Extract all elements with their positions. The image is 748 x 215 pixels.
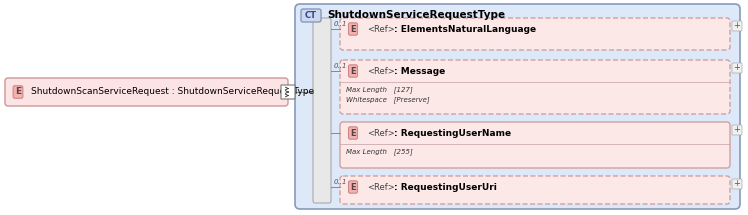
Text: E: E xyxy=(350,183,356,192)
FancyBboxPatch shape xyxy=(301,9,321,22)
FancyBboxPatch shape xyxy=(313,18,331,203)
Text: : Message: : Message xyxy=(394,66,445,75)
FancyBboxPatch shape xyxy=(340,122,730,168)
FancyBboxPatch shape xyxy=(295,4,740,209)
Text: <Ref>: <Ref> xyxy=(367,183,395,192)
Text: +: + xyxy=(734,180,741,189)
FancyBboxPatch shape xyxy=(5,78,288,106)
Text: CT: CT xyxy=(305,11,317,20)
Text: <Ref>: <Ref> xyxy=(367,66,395,75)
Text: 0..1: 0..1 xyxy=(334,63,348,69)
Text: Max Length   [255]: Max Length [255] xyxy=(346,149,413,155)
Text: 0..1: 0..1 xyxy=(334,21,348,27)
Text: ShutdownScanServiceRequest : ShutdownServiceRequestType: ShutdownScanServiceRequest : ShutdownSer… xyxy=(31,88,314,97)
Text: E: E xyxy=(15,88,21,97)
Text: E: E xyxy=(350,25,356,34)
Text: ShutdownServiceRequestType: ShutdownServiceRequestType xyxy=(327,11,505,20)
FancyBboxPatch shape xyxy=(281,85,295,99)
Text: : ElementsNaturalLanguage: : ElementsNaturalLanguage xyxy=(394,25,536,34)
Text: Whitespace   [Preserve]: Whitespace [Preserve] xyxy=(346,97,429,103)
Text: +: + xyxy=(734,126,741,135)
Text: +: + xyxy=(734,22,741,31)
FancyBboxPatch shape xyxy=(732,63,742,73)
FancyBboxPatch shape xyxy=(340,18,730,50)
Text: <Ref>: <Ref> xyxy=(367,129,395,138)
Text: E: E xyxy=(350,129,356,138)
FancyBboxPatch shape xyxy=(732,179,742,189)
Text: <Ref>: <Ref> xyxy=(367,25,395,34)
Text: E: E xyxy=(350,66,356,75)
FancyBboxPatch shape xyxy=(732,125,742,135)
Text: : RequestingUserName: : RequestingUserName xyxy=(394,129,511,138)
FancyBboxPatch shape xyxy=(732,21,742,31)
Text: Max Length   [127]: Max Length [127] xyxy=(346,87,413,94)
FancyBboxPatch shape xyxy=(340,176,730,204)
Text: +: + xyxy=(734,63,741,72)
Text: : RequestingUserUri: : RequestingUserUri xyxy=(394,183,497,192)
FancyBboxPatch shape xyxy=(340,60,730,114)
Text: 0..1: 0..1 xyxy=(334,179,348,185)
